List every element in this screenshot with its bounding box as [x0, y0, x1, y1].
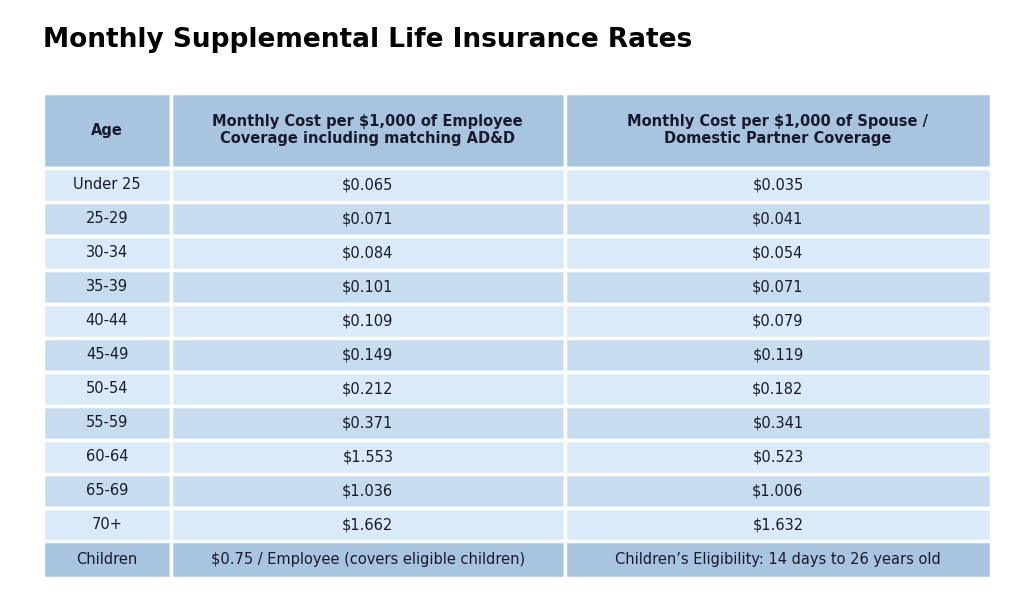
Text: Monthly Cost per $1,000 of Employee
Coverage including matching AD&D: Monthly Cost per $1,000 of Employee Cove… [212, 114, 523, 146]
Text: 30-34: 30-34 [86, 245, 128, 260]
Text: $0.035: $0.035 [753, 177, 804, 192]
Text: $0.101: $0.101 [342, 279, 393, 294]
Text: Monthly Supplemental Life Insurance Rates: Monthly Supplemental Life Insurance Rate… [43, 27, 692, 53]
Text: $0.371: $0.371 [342, 415, 393, 430]
Text: 55-59: 55-59 [86, 415, 128, 430]
Text: 35-39: 35-39 [86, 279, 128, 294]
Text: 50-54: 50-54 [86, 381, 128, 396]
Text: Children: Children [77, 552, 137, 567]
Text: $0.149: $0.149 [342, 347, 393, 362]
Text: Children’s Eligibility: 14 days to 26 years old: Children’s Eligibility: 14 days to 26 ye… [615, 552, 941, 567]
Text: $0.071: $0.071 [753, 279, 804, 294]
Text: 40-44: 40-44 [86, 313, 128, 328]
Text: $0.079: $0.079 [753, 313, 804, 328]
Text: Monthly Cost per $1,000 of Spouse /
Domestic Partner Coverage: Monthly Cost per $1,000 of Spouse / Dome… [628, 114, 929, 146]
Text: $0.071: $0.071 [342, 211, 393, 226]
Text: $0.75 / Employee (covers eligible children): $0.75 / Employee (covers eligible childr… [211, 552, 525, 567]
Text: Age: Age [91, 122, 123, 138]
Text: $0.212: $0.212 [342, 381, 393, 396]
Text: $0.341: $0.341 [753, 415, 804, 430]
Text: 25-29: 25-29 [86, 211, 128, 226]
Text: Under 25: Under 25 [73, 177, 141, 192]
Text: $1.006: $1.006 [753, 483, 804, 498]
Text: $0.109: $0.109 [342, 313, 393, 328]
Text: $0.065: $0.065 [342, 177, 393, 192]
Text: $0.523: $0.523 [753, 449, 804, 464]
Text: $1.632: $1.632 [753, 517, 804, 532]
Text: $1.553: $1.553 [342, 449, 393, 464]
Text: $1.662: $1.662 [342, 517, 393, 532]
Text: $0.041: $0.041 [753, 211, 804, 226]
Text: 70+: 70+ [91, 517, 123, 532]
Text: 60-64: 60-64 [86, 449, 128, 464]
Text: $0.182: $0.182 [753, 381, 804, 396]
Text: $0.084: $0.084 [342, 245, 393, 260]
Text: $0.119: $0.119 [753, 347, 804, 362]
Text: 45-49: 45-49 [86, 347, 128, 362]
Text: $1.036: $1.036 [342, 483, 393, 498]
Text: $0.054: $0.054 [753, 245, 804, 260]
Text: 65-69: 65-69 [86, 483, 128, 498]
